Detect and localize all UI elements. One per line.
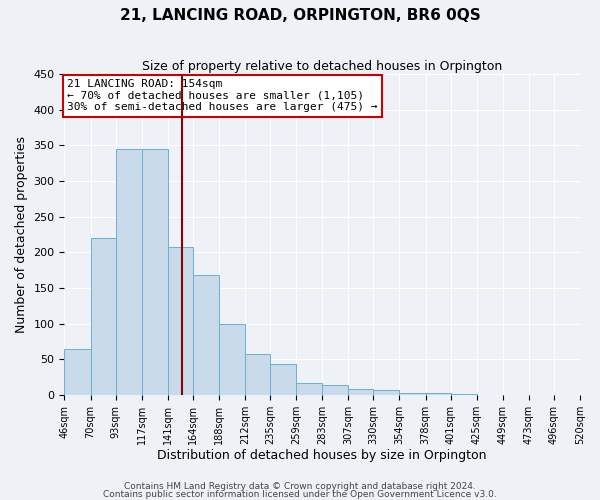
Bar	[451, 394, 476, 395]
Bar	[373, 390, 400, 395]
Text: 21, LANCING ROAD, ORPINGTON, BR6 0QS: 21, LANCING ROAD, ORPINGTON, BR6 0QS	[119, 8, 481, 22]
Text: Contains HM Land Registry data © Crown copyright and database right 2024.: Contains HM Land Registry data © Crown c…	[124, 482, 476, 491]
Title: Size of property relative to detached houses in Orpington: Size of property relative to detached ho…	[142, 60, 502, 73]
Bar	[270, 364, 296, 395]
Bar	[142, 149, 168, 395]
Bar	[91, 238, 116, 395]
Bar	[425, 394, 451, 395]
Bar	[219, 324, 245, 395]
Bar	[322, 385, 349, 395]
Bar	[168, 248, 193, 395]
Bar	[400, 392, 425, 395]
Bar	[296, 384, 322, 395]
Bar	[64, 348, 91, 395]
Bar	[193, 275, 219, 395]
Text: Contains public sector information licensed under the Open Government Licence v3: Contains public sector information licen…	[103, 490, 497, 499]
Y-axis label: Number of detached properties: Number of detached properties	[15, 136, 28, 333]
Bar	[116, 149, 142, 395]
Text: 21 LANCING ROAD: 154sqm
← 70% of detached houses are smaller (1,105)
30% of semi: 21 LANCING ROAD: 154sqm ← 70% of detache…	[67, 79, 377, 112]
Bar	[245, 354, 270, 395]
Bar	[349, 389, 373, 395]
X-axis label: Distribution of detached houses by size in Orpington: Distribution of detached houses by size …	[157, 450, 487, 462]
